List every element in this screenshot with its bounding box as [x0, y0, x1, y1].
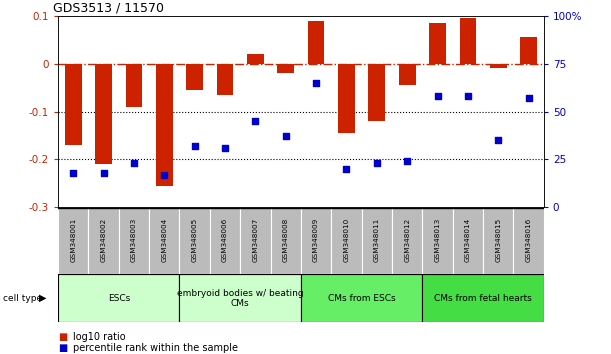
- Bar: [58, 208, 89, 274]
- Text: GSM348003: GSM348003: [131, 218, 137, 262]
- Bar: [95, 64, 112, 164]
- Point: [493, 137, 503, 143]
- Text: GSM348004: GSM348004: [161, 218, 167, 262]
- Text: CMs from ESCs: CMs from ESCs: [328, 294, 395, 303]
- Bar: [301, 274, 422, 322]
- Text: GSM348001: GSM348001: [70, 218, 76, 262]
- Text: GSM348015: GSM348015: [496, 218, 501, 262]
- Point: [159, 172, 169, 177]
- Point: [342, 166, 351, 172]
- Text: GSM348007: GSM348007: [252, 218, 258, 262]
- Bar: [180, 208, 210, 274]
- Bar: [399, 64, 415, 85]
- Bar: [65, 64, 82, 145]
- Bar: [483, 208, 513, 274]
- Text: GSM348016: GSM348016: [525, 218, 532, 262]
- Bar: [240, 208, 271, 274]
- Text: GSM348012: GSM348012: [404, 218, 410, 262]
- Point: [281, 133, 291, 139]
- Text: GDS3513 / 11570: GDS3513 / 11570: [53, 2, 164, 15]
- Point: [251, 118, 260, 124]
- Bar: [180, 274, 301, 322]
- Bar: [210, 208, 240, 274]
- Text: GSM348011: GSM348011: [374, 218, 380, 262]
- Bar: [490, 64, 507, 68]
- Point: [463, 93, 473, 99]
- Text: ■: ■: [58, 343, 67, 353]
- Point: [220, 145, 230, 151]
- Bar: [301, 208, 331, 274]
- Text: GSM348014: GSM348014: [465, 218, 471, 262]
- Bar: [331, 208, 362, 274]
- Text: GSM348002: GSM348002: [101, 218, 106, 262]
- Text: GSM348006: GSM348006: [222, 218, 228, 262]
- Bar: [362, 208, 392, 274]
- Bar: [392, 208, 422, 274]
- Bar: [58, 274, 180, 322]
- Text: percentile rank within the sample: percentile rank within the sample: [73, 343, 238, 353]
- Bar: [126, 64, 142, 107]
- Text: GSM348009: GSM348009: [313, 218, 319, 262]
- Bar: [186, 64, 203, 90]
- Point: [524, 95, 533, 101]
- Text: ■: ■: [58, 332, 67, 342]
- Bar: [520, 38, 537, 64]
- Bar: [422, 274, 544, 322]
- Text: GSM348010: GSM348010: [343, 218, 349, 262]
- Point: [372, 160, 382, 166]
- Bar: [89, 208, 119, 274]
- Text: GSM348005: GSM348005: [192, 218, 198, 262]
- Bar: [271, 208, 301, 274]
- Text: GSM348008: GSM348008: [283, 218, 289, 262]
- Text: cell type: cell type: [3, 294, 42, 303]
- Bar: [338, 64, 355, 133]
- Bar: [119, 208, 149, 274]
- Text: embryoid bodies w/ beating
CMs: embryoid bodies w/ beating CMs: [177, 289, 304, 308]
- Point: [129, 160, 139, 166]
- Point: [68, 170, 78, 176]
- Bar: [277, 64, 294, 73]
- Point: [99, 170, 109, 176]
- Bar: [513, 208, 544, 274]
- Bar: [459, 18, 476, 64]
- Text: ESCs: ESCs: [108, 294, 130, 303]
- Point: [190, 143, 200, 149]
- Bar: [368, 64, 385, 121]
- Bar: [429, 23, 446, 64]
- Bar: [422, 208, 453, 274]
- Bar: [149, 208, 180, 274]
- Point: [402, 158, 412, 164]
- Point: [433, 93, 442, 99]
- Bar: [217, 64, 233, 95]
- Text: CMs from fetal hearts: CMs from fetal hearts: [434, 294, 532, 303]
- Bar: [247, 54, 264, 64]
- Point: [311, 80, 321, 86]
- Text: GSM348013: GSM348013: [434, 218, 441, 262]
- Bar: [156, 64, 173, 185]
- Bar: [308, 21, 324, 64]
- Bar: [453, 208, 483, 274]
- Text: log10 ratio: log10 ratio: [73, 332, 126, 342]
- Text: ▶: ▶: [39, 293, 46, 303]
